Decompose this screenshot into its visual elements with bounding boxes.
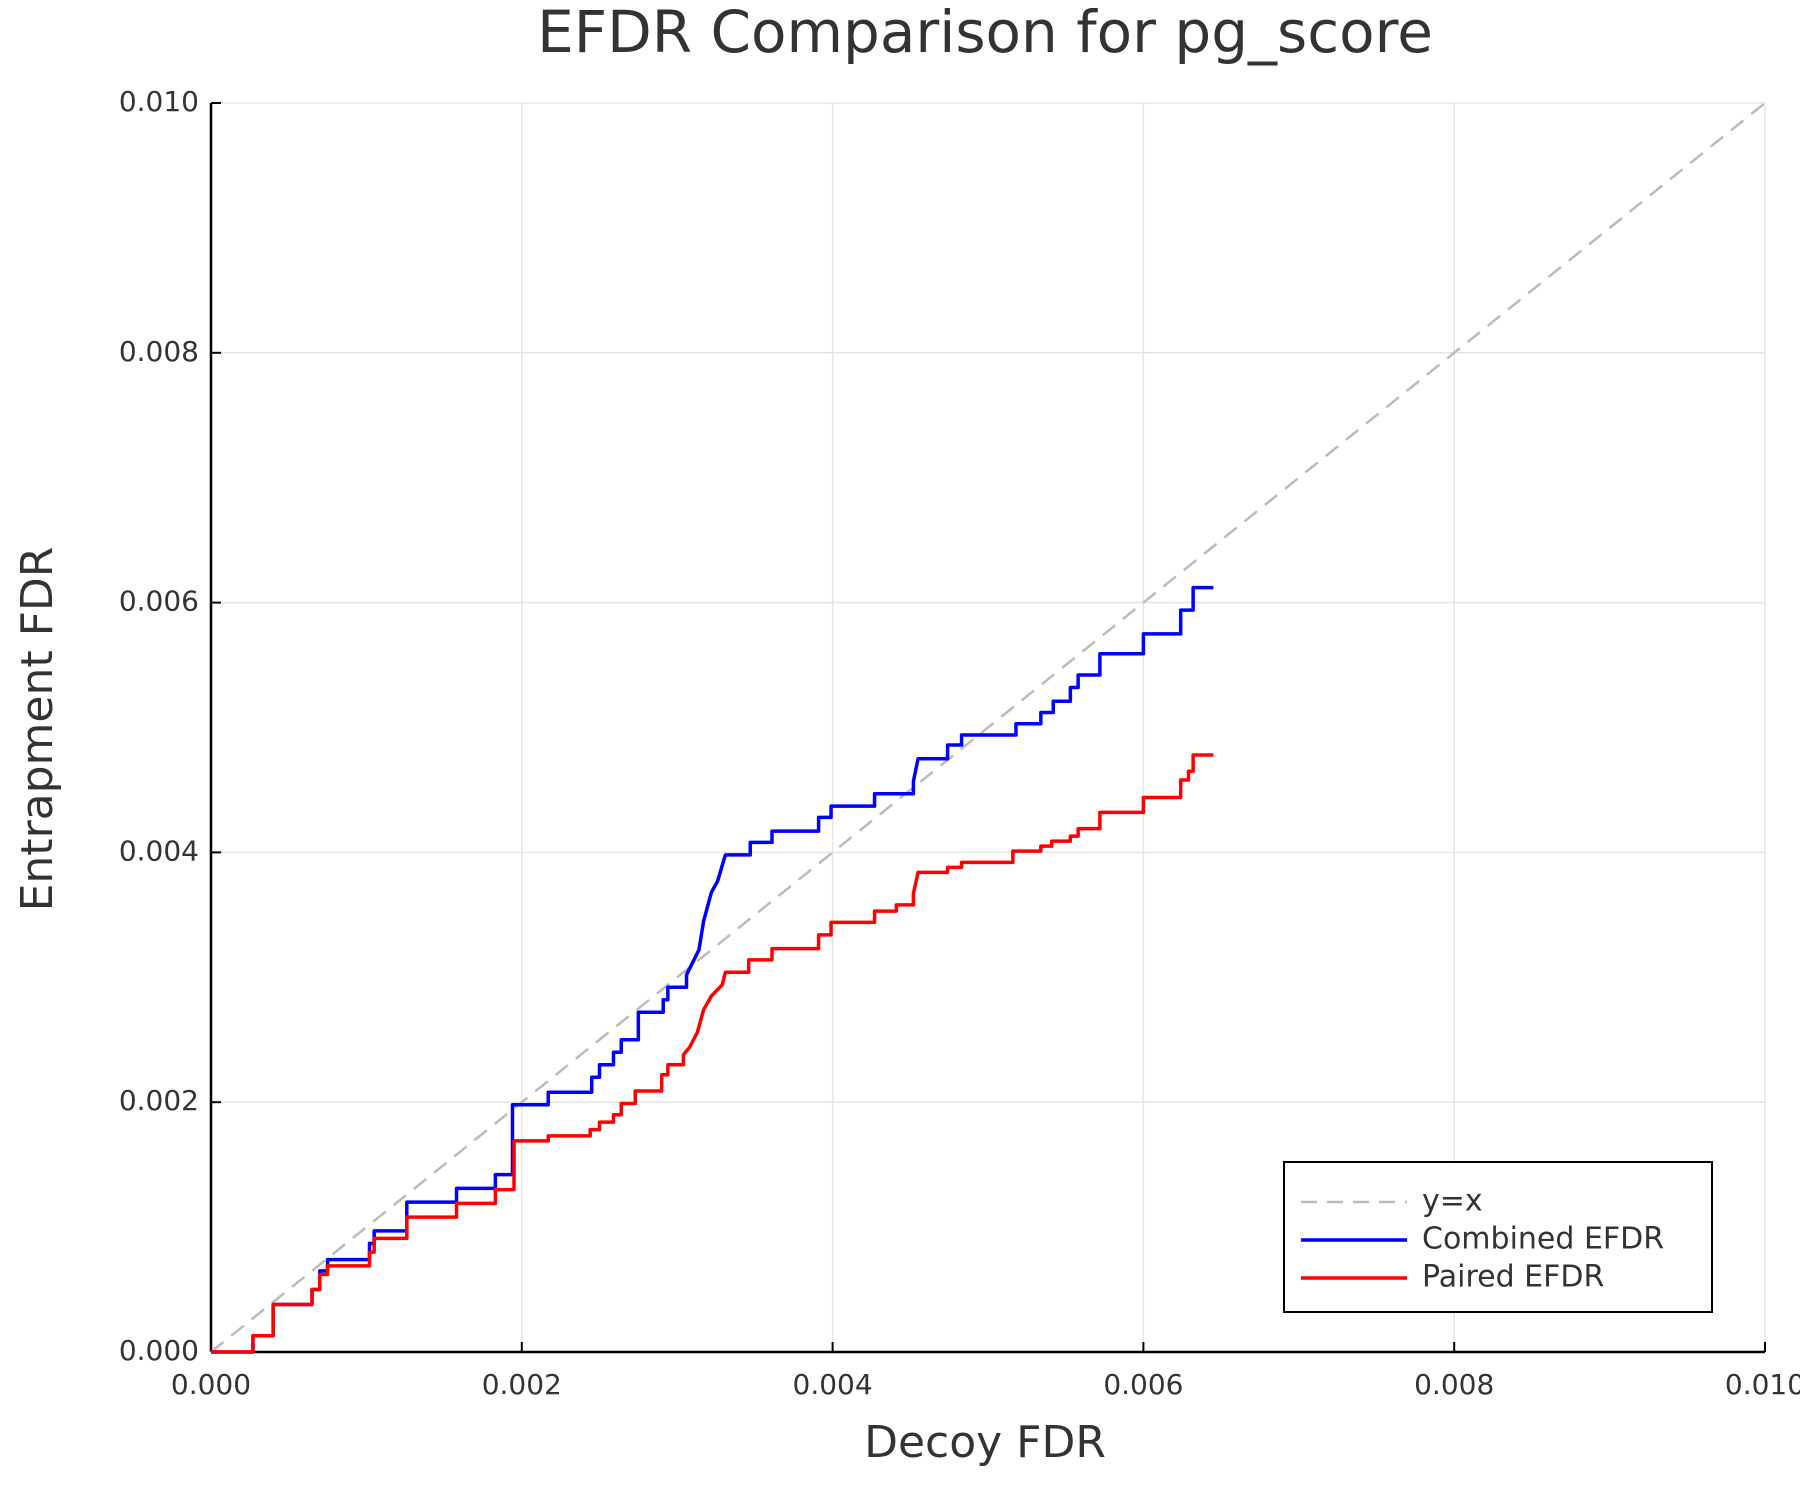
y-tick-label: 0.008 [119,335,199,368]
x-tick-label: 0.002 [482,1368,562,1401]
y-tick-label: 0.002 [119,1084,199,1117]
x-tick-label: 0.008 [1414,1368,1494,1401]
y-tick-label: 0.000 [119,1334,199,1367]
x-axis-label: Decoy FDR [864,1417,1106,1468]
series-line [211,753,1214,1354]
legend-label: y=x [1422,1184,1483,1219]
legend-label: Combined EFDR [1422,1222,1664,1257]
series-line [210,102,1766,1353]
legend-box [1283,1161,1713,1313]
x-tick-label: 0.010 [1725,1368,1800,1401]
y-tick-label: 0.010 [119,85,199,118]
y-tick-label: 0.006 [119,585,199,618]
x-tick-label: 0.000 [171,1368,251,1401]
series-line [211,585,1214,1354]
x-tick-label: 0.004 [793,1368,873,1401]
legend-label: Paired EFDR [1422,1260,1604,1295]
x-tick-label: 0.006 [1103,1368,1183,1401]
y-axis-label: Entrapment FDR [12,547,63,912]
chart-title: EFDR Comparison for pg_score [537,0,1433,66]
y-tick-label: 0.004 [119,834,199,867]
